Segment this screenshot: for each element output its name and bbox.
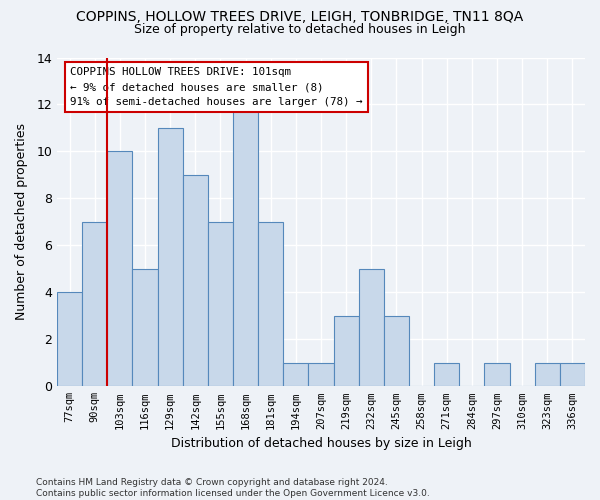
Bar — [560, 363, 585, 386]
Bar — [535, 363, 560, 386]
Bar — [434, 363, 460, 386]
Bar — [258, 222, 283, 386]
Bar — [133, 269, 158, 386]
Bar — [484, 363, 509, 386]
Bar — [107, 152, 133, 386]
Y-axis label: Number of detached properties: Number of detached properties — [15, 124, 28, 320]
Bar — [233, 104, 258, 386]
Bar — [384, 316, 409, 386]
Bar — [57, 292, 82, 386]
Bar — [308, 363, 334, 386]
Bar — [183, 175, 208, 386]
Bar — [283, 363, 308, 386]
Bar — [359, 269, 384, 386]
Bar — [208, 222, 233, 386]
X-axis label: Distribution of detached houses by size in Leigh: Distribution of detached houses by size … — [170, 437, 472, 450]
Bar — [334, 316, 359, 386]
Text: Size of property relative to detached houses in Leigh: Size of property relative to detached ho… — [134, 22, 466, 36]
Text: Contains HM Land Registry data © Crown copyright and database right 2024.
Contai: Contains HM Land Registry data © Crown c… — [36, 478, 430, 498]
Bar — [158, 128, 183, 386]
Text: COPPINS HOLLOW TREES DRIVE: 101sqm
← 9% of detached houses are smaller (8)
91% o: COPPINS HOLLOW TREES DRIVE: 101sqm ← 9% … — [70, 68, 363, 107]
Bar — [82, 222, 107, 386]
Text: COPPINS, HOLLOW TREES DRIVE, LEIGH, TONBRIDGE, TN11 8QA: COPPINS, HOLLOW TREES DRIVE, LEIGH, TONB… — [76, 10, 524, 24]
